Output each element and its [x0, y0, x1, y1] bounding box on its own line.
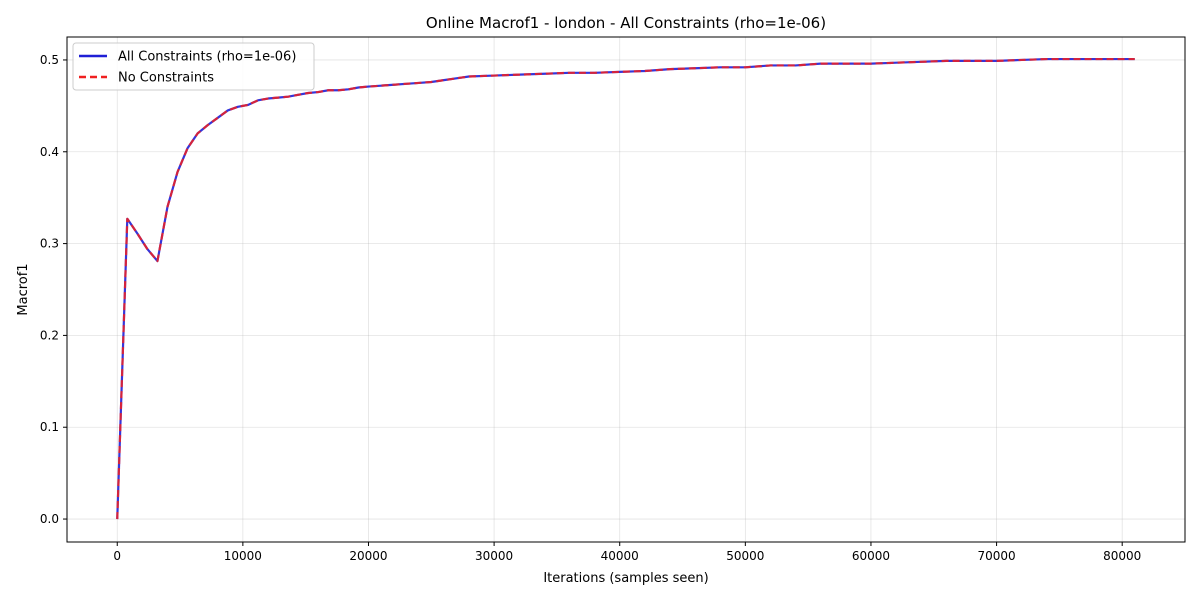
series-line-no-constraints — [116, 57, 1135, 520]
x-tick-label: 40000 — [601, 549, 639, 563]
legend-box — [72, 42, 315, 91]
legend-label-all-constraints: All Constraints (rho=1e-06) — [118, 50, 296, 65]
y-tick-label: 0.0 — [40, 512, 59, 526]
y-tick-label: 0.2 — [40, 328, 59, 342]
plot-frame — [66, 36, 1186, 543]
y-tick-label: 0.3 — [40, 237, 59, 251]
x-tick-label: 80000 — [1103, 549, 1141, 563]
x-axis-label: Iterations (samples seen) — [543, 571, 708, 586]
y-axis-label: Macrof1 — [16, 263, 31, 315]
x-tick-label: 20000 — [349, 549, 387, 563]
chart-title: Online Macrof1 - london - All Constraint… — [426, 14, 826, 32]
y-tick-label: 0.4 — [40, 145, 59, 159]
x-tick-label: 60000 — [852, 549, 890, 563]
x-tick-label: 10000 — [224, 549, 262, 563]
y-tick-label: 0.5 — [40, 53, 59, 67]
x-tick-label: 30000 — [475, 549, 513, 563]
series-layer — [116, 57, 1135, 520]
x-tick-label: 50000 — [726, 549, 764, 563]
legend-label-no-constraints: No Constraints — [118, 71, 214, 86]
y-tick-label: 0.1 — [40, 420, 59, 434]
legend: All Constraints (rho=1e-06) No Constrain… — [72, 42, 315, 91]
tick-layer: 0 10000 20000 30000 40000 50000 60000 70000 8000… — [40, 53, 1141, 563]
grid-layer — [67, 37, 1185, 542]
x-tick-label: 70000 — [977, 549, 1015, 563]
x-tick-label: 0 — [113, 549, 121, 563]
